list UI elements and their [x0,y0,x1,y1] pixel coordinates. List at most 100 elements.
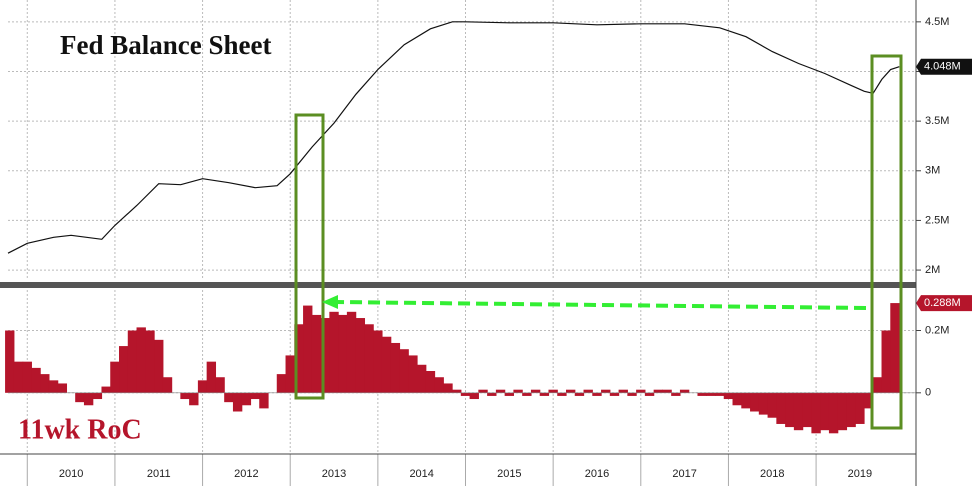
chart-title: Fed Balance Sheet [60,30,271,60]
x-tick-label: 2016 [585,468,609,480]
bar [434,377,444,393]
bar [872,377,883,393]
bar [250,392,260,400]
bar [802,392,813,428]
bar [364,324,374,393]
x-tick-label: 2018 [760,468,784,480]
y-tick-label: 2M [925,264,940,276]
bar [57,383,68,393]
bar [785,392,795,428]
bar [487,392,497,396]
bar [837,392,848,431]
bar [636,389,646,393]
bar [750,392,760,412]
bar [48,380,59,393]
bar [110,361,120,393]
bar [592,392,602,396]
bar [355,318,366,393]
bar [206,361,217,393]
bar [653,389,664,393]
bar [627,392,637,396]
bar [723,392,734,400]
bar [224,392,234,403]
bar [574,392,585,396]
bar [662,389,672,393]
bar [303,305,313,393]
bar [706,392,716,396]
bar [399,349,409,393]
bar [478,389,488,393]
bar [601,389,611,393]
bar [92,392,103,400]
y-tick-label: 0.2M [925,324,949,336]
y-tick-label: 3.5M [925,115,949,127]
bar [767,392,777,418]
bar [346,311,357,393]
bar [758,392,769,415]
bar [644,392,655,396]
bar [565,389,576,393]
bar [443,383,453,393]
bar [890,303,900,393]
bar [452,389,462,393]
bar [294,324,304,393]
x-tick-label: 2015 [497,468,521,480]
value-tag [916,58,972,75]
bar [180,392,190,400]
bar [671,392,681,396]
x-tick-label: 2011 [147,468,171,480]
bar [241,392,252,406]
bar [881,330,891,393]
x-tick-label: 2012 [234,468,258,480]
bar [776,392,786,424]
bar [13,361,24,393]
bar [189,392,199,406]
bar [539,392,550,396]
bar [259,392,269,409]
x-tick-label: 2017 [672,468,696,480]
bar [504,392,515,396]
bar [31,367,41,393]
y-tick-label: 2.5M [925,214,949,226]
bar [741,392,751,409]
bar [136,327,146,393]
bar [618,389,628,393]
bar [320,318,330,393]
bar [417,364,427,393]
bar [855,392,865,424]
x-tick-label: 2019 [848,468,872,480]
bar [145,330,155,393]
bar [311,314,322,393]
panel-separator [0,282,916,288]
bar [276,374,287,393]
value-label: 0.288M [924,297,961,309]
bar [22,361,32,393]
bar [329,311,339,393]
bar [215,377,225,393]
y-tick-label: 3M [925,165,940,177]
bar [811,392,821,434]
bar [101,386,111,393]
bar [863,392,874,409]
bar [460,392,471,396]
bar [373,330,383,393]
bar [609,392,620,396]
bar [548,389,558,393]
x-tick-label: 2013 [322,468,346,480]
bar [162,377,173,393]
y-tick-label: 0 [925,387,931,399]
bar [425,371,436,393]
highlight-box [870,54,903,430]
bar [381,336,392,393]
bar [127,330,138,393]
bar [793,392,804,431]
bar [285,355,295,393]
value-label: 4.048M [924,61,961,73]
bar [154,339,164,393]
bar [5,330,15,393]
arrow-head [322,295,338,309]
bar [119,346,129,393]
bar [714,392,725,396]
bar [40,374,50,393]
